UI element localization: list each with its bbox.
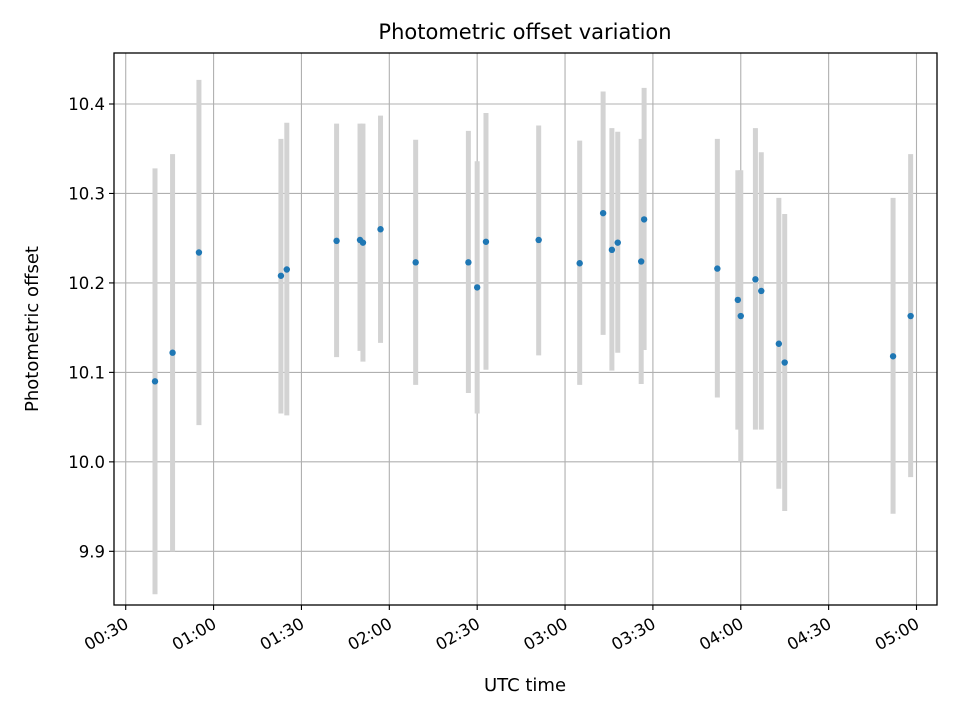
data-points [151,209,914,385]
data-point [412,259,419,266]
data-point [637,258,645,265]
y-axis-label: Photometric offset [22,246,43,412]
data-point [758,287,765,295]
data-point [640,216,648,223]
data-point [195,249,203,256]
data-point [359,239,367,246]
y-tick-label: 9.9 [79,542,105,561]
data-point [377,226,384,233]
y-tick-label: 10.2 [68,274,105,293]
x-axis-label: UTC time [484,675,566,696]
data-point [283,266,291,273]
y-tick-label: 10.1 [68,363,105,382]
data-point [734,296,742,304]
data-point [482,238,490,245]
y-tick-label: 10.0 [68,453,105,472]
y-tick-label: 10.4 [68,95,105,114]
y-tick-label: 10.3 [68,184,105,203]
data-point [465,259,472,266]
plot-frame [113,52,938,606]
data-point [599,209,607,217]
data-point [737,312,744,320]
data-point [535,236,542,244]
data-point [473,284,481,291]
data-point [775,340,783,347]
data-point [169,349,176,356]
data-point [752,276,759,283]
data-point [907,312,914,320]
data-point [333,237,340,245]
data-point [576,260,583,267]
data-point [889,353,897,360]
data-point [608,246,616,254]
data-point [277,272,285,279]
data-point [714,265,721,272]
data-point [151,378,159,385]
chart-title: Photometric offset variation [378,20,671,44]
data-point [614,239,621,246]
data-point [781,359,788,366]
